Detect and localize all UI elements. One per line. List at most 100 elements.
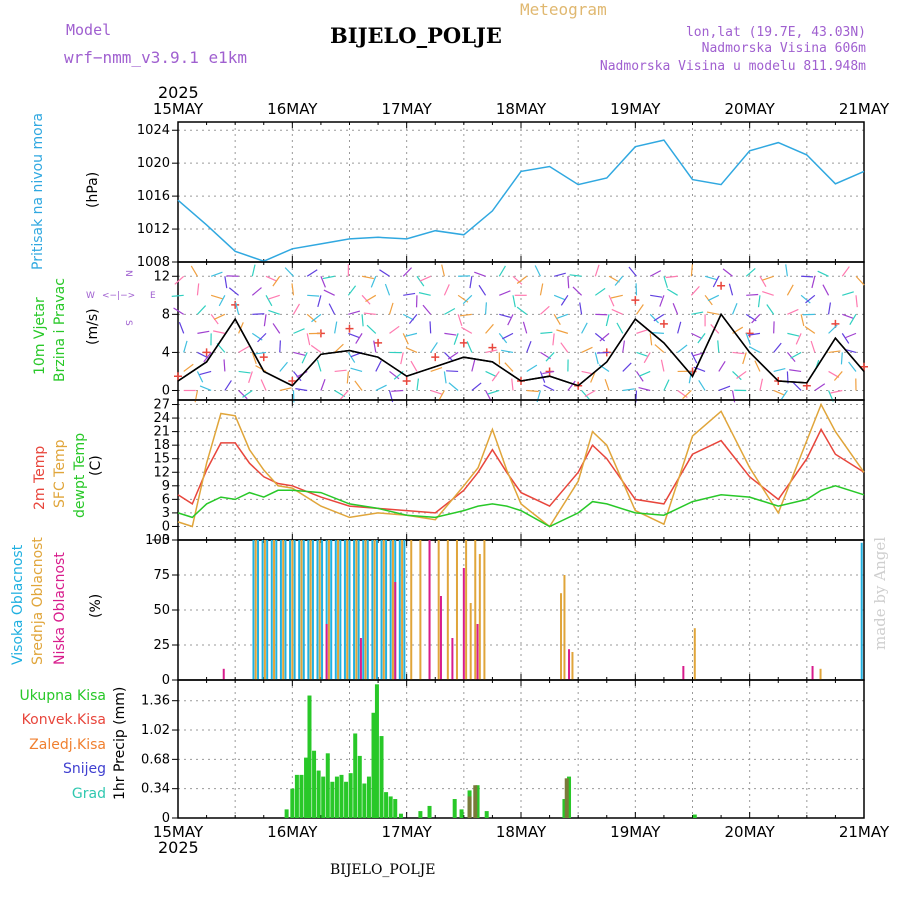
low-bar (451, 638, 454, 680)
wind-arrow (491, 371, 500, 382)
wind-arrow (511, 378, 514, 391)
wind-arrow (498, 265, 506, 277)
pressure-ytick-label: 1024 (137, 123, 170, 138)
total-bar (339, 774, 344, 818)
wind-arrow (251, 287, 262, 296)
wind-arrow (306, 333, 311, 346)
pressure-ytick-label: 1008 (137, 255, 170, 270)
precip-unit: 1hr Precip (mm) (112, 687, 128, 800)
total-bar (334, 776, 339, 818)
total-bar (459, 809, 464, 818)
wind-arrow (844, 332, 857, 339)
total-bar (418, 811, 423, 818)
wind-arrow (786, 352, 796, 362)
mid-bar (309, 540, 312, 680)
legend-conv-precip: Konvek.Kisa (22, 712, 106, 728)
mid-bar (391, 540, 394, 680)
wind-arrow (849, 314, 857, 325)
high-bar (316, 540, 319, 680)
precip-ytick-label: 1.36 (141, 694, 170, 709)
wind-arrow (291, 283, 295, 296)
high-bar (389, 540, 392, 680)
temp-unit: (C) (88, 455, 104, 476)
wind-dir-north: N (123, 270, 133, 277)
mid-bar (291, 540, 294, 680)
wind-arrow (323, 289, 335, 296)
wind-arrow (429, 321, 432, 334)
gust-marker (431, 353, 440, 362)
high-bar (325, 540, 328, 680)
footer-station: BIJELO_POLJE (330, 862, 435, 878)
wind-arrow (604, 378, 610, 391)
mid-bar (373, 540, 376, 680)
high-bar (385, 540, 388, 680)
gust-marker (860, 362, 868, 371)
wind-arrow (402, 267, 413, 277)
x-tick-label-bottom: 19MAY (610, 823, 661, 841)
high-bar (257, 540, 260, 680)
high-bar (275, 540, 278, 680)
wind-arrow (512, 275, 523, 285)
wind-arrow (238, 322, 244, 334)
wind-arrow (773, 367, 786, 373)
total-bar (348, 773, 353, 818)
wind-arrow (306, 269, 318, 277)
high-bar (266, 540, 269, 680)
wind-arrow (478, 284, 487, 296)
wind-arrow (375, 360, 382, 372)
wind-arrow (238, 345, 250, 353)
gust-marker (374, 338, 383, 347)
total-bar (316, 770, 321, 818)
total-bar (353, 733, 358, 818)
wind-arrow (540, 331, 553, 334)
wind-arrow (748, 332, 761, 336)
gust-marker (659, 319, 668, 328)
pressure-unit: (hPa) (85, 172, 101, 208)
temperature-ytick-label: 12 (153, 465, 170, 480)
gust-marker (745, 329, 754, 338)
wind-arrow (279, 340, 281, 353)
wind-arrow (320, 276, 326, 288)
wind-arrow (773, 342, 782, 353)
wind-arrow (581, 322, 588, 334)
wind-arrow (842, 291, 854, 296)
wind-arrow (279, 387, 292, 392)
mid-bar (327, 540, 330, 680)
total-bar (427, 805, 432, 818)
wind-arrow (855, 275, 865, 286)
wind-ylabel-1: 10m Vjetar (32, 297, 48, 375)
wind-arrow (526, 340, 532, 353)
wind-arrow (453, 333, 459, 345)
wind-arrow (224, 276, 228, 289)
mid-bar (318, 540, 321, 680)
wind-arrow (348, 332, 360, 339)
x-tick-label-bottom: 21MAY (839, 823, 890, 841)
wind-arrow (441, 264, 445, 277)
low-bar (811, 666, 814, 680)
total-bar (325, 753, 330, 818)
station-title: BIJELO_POLJE (330, 23, 502, 48)
wind-arrow (749, 346, 761, 353)
wind-arrow (841, 266, 850, 277)
wind-arrow (210, 271, 223, 277)
wind-arrow (484, 302, 487, 315)
wind-arrow (254, 351, 267, 355)
temperature-ytick-label: 24 (153, 411, 170, 426)
wind-arrow (762, 291, 774, 296)
wind-speed-line (177, 312, 865, 387)
high-bar (403, 540, 406, 680)
wind-arrow (553, 314, 561, 325)
wind-arrow (805, 294, 816, 304)
watermark: made by Angel (871, 537, 889, 650)
wind-arrow (379, 269, 390, 277)
wind-arrow (643, 352, 651, 364)
mid-bar (446, 540, 449, 680)
wind-arrow (552, 333, 555, 346)
total-bar (294, 774, 299, 818)
total-bar (562, 799, 567, 818)
wind-arrow (501, 349, 514, 354)
wind-arrow (651, 331, 664, 334)
wind-arrow (785, 264, 788, 277)
temperature-ytick-label: 15 (153, 452, 170, 467)
wind-arrow (635, 304, 644, 315)
